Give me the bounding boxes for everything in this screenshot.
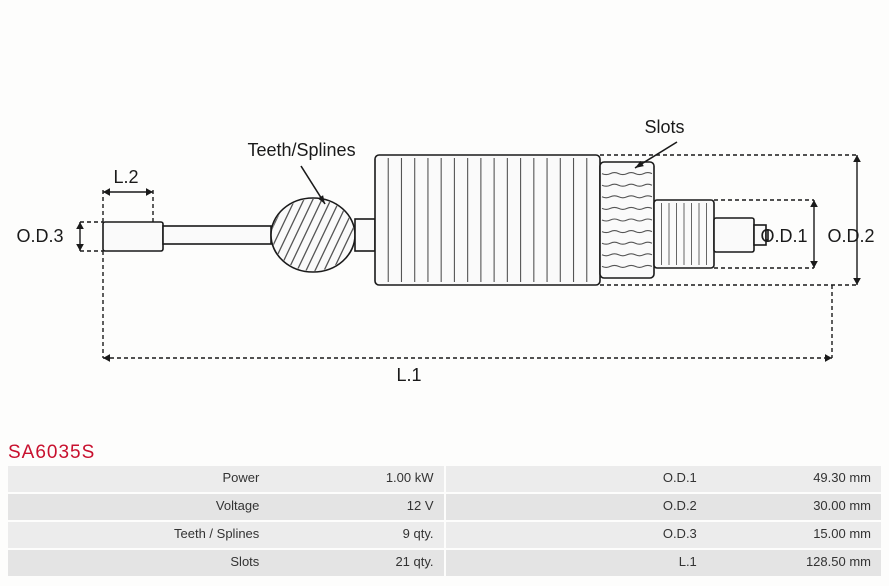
spec-name: O.D.1 xyxy=(446,466,707,492)
spec-name: Power xyxy=(8,466,269,492)
spec-column-left: Power1.00 kWVoltage12 VTeeth / Splines9 … xyxy=(8,466,444,576)
spec-row: Power1.00 kW xyxy=(8,466,444,492)
label-od3: O.D.3 xyxy=(17,226,64,247)
label-od2: O.D.2 xyxy=(828,226,875,247)
spec-value: 1.00 kW xyxy=(269,466,443,492)
spec-name: L.1 xyxy=(446,550,707,576)
spec-name: O.D.2 xyxy=(446,494,707,520)
product-code: SA6035S xyxy=(8,442,889,464)
label-l1: L.1 xyxy=(397,365,422,386)
label-teeth-splines: Teeth/Splines xyxy=(248,140,356,161)
spec-name: Teeth / Splines xyxy=(8,522,269,548)
label-od1: O.D.1 xyxy=(761,226,808,247)
spec-row: Voltage12 V xyxy=(8,494,444,520)
spec-value: 9 qty. xyxy=(269,522,443,548)
spec-table: Power1.00 kWVoltage12 VTeeth / Splines9 … xyxy=(8,466,881,576)
label-slots: Slots xyxy=(645,117,685,138)
label-l2: L.2 xyxy=(114,167,139,188)
spec-row: O.D.230.00 mm xyxy=(446,494,882,520)
spec-value: 30.00 mm xyxy=(707,494,881,520)
spec-value: 15.00 mm xyxy=(707,522,881,548)
spec-name: Slots xyxy=(8,550,269,576)
spec-row: Slots21 qty. xyxy=(8,550,444,576)
spec-row: Teeth / Splines9 qty. xyxy=(8,522,444,548)
spec-value: 128.50 mm xyxy=(707,550,881,576)
spec-row: O.D.315.00 mm xyxy=(446,522,882,548)
spec-value: 49.30 mm xyxy=(707,466,881,492)
spec-value: 12 V xyxy=(269,494,443,520)
technical-diagram: Teeth/Splines Slots L.2 O.D.3 O.D.1 O.D.… xyxy=(5,0,885,440)
spec-name: O.D.3 xyxy=(446,522,707,548)
diagram-svg xyxy=(5,0,885,440)
spec-row: L.1128.50 mm xyxy=(446,550,882,576)
spec-value: 21 qty. xyxy=(269,550,443,576)
spec-column-right: O.D.149.30 mmO.D.230.00 mmO.D.315.00 mmL… xyxy=(446,466,882,576)
spec-name: Voltage xyxy=(8,494,269,520)
spec-row: O.D.149.30 mm xyxy=(446,466,882,492)
